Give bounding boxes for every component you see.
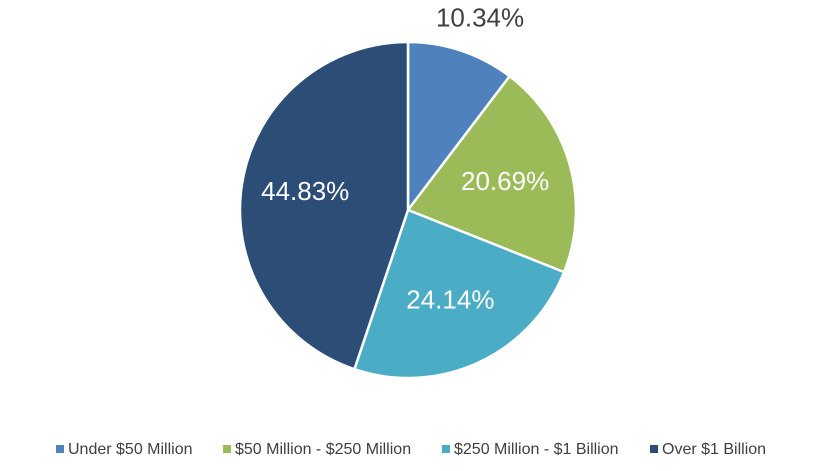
legend-label-over-1-billion: Over $1 Billion [662, 441, 766, 458]
legend-swatch-50-million-250-million [223, 445, 231, 453]
legend-label-50-million-250-million: $50 Million - $250 Million [235, 441, 411, 458]
pie-slice-50-million-250-million [406, 74, 578, 274]
pie-slice-over-1-billion [238, 40, 410, 371]
legend: Under $50 Million $50 Million - $250 Mill… [56, 441, 766, 458]
legend-swatch-over-1-billion [650, 445, 658, 453]
pie-slice-under-50-million [406, 40, 512, 214]
pie-data-labels: 10.34% 20.69% 24.14% 44.83% [261, 3, 549, 315]
data-label-under-50-million: 10.34% [436, 3, 524, 33]
data-label-over-1-billion: 44.83% [261, 176, 349, 206]
legend-label-under-50-million: Under $50 Million [68, 441, 193, 458]
pie-slice-250-million-1-billion [352, 208, 566, 380]
data-label-50-million-250-million: 20.69% [461, 166, 549, 196]
legend-swatch-under-50-million [56, 445, 64, 453]
data-label-250-million-1-billion: 24.14% [406, 284, 494, 314]
pie-slices [238, 40, 578, 380]
legend-label-250-million-1-billion: $250 Million - $1 Billion [454, 441, 619, 458]
legend-swatch-250-million-1-billion [442, 445, 450, 453]
